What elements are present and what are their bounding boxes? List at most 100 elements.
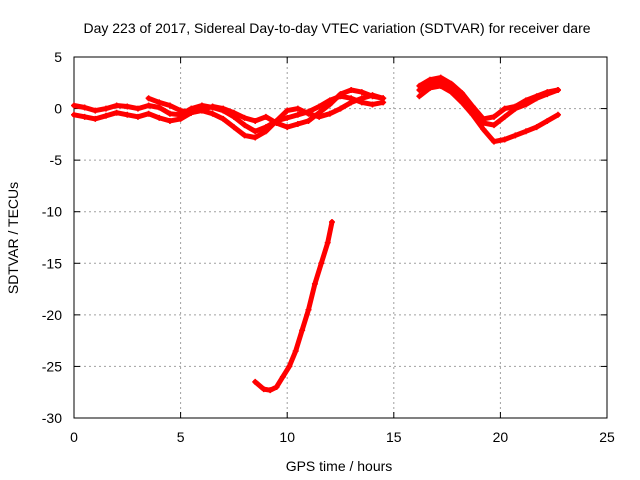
data-point [156, 114, 163, 121]
data-point [491, 138, 498, 145]
data-point [522, 128, 529, 135]
data-point [177, 107, 184, 114]
data-point [501, 113, 508, 120]
chart-title: Day 223 of 2017, Sidereal Day-to-day VTE… [83, 20, 590, 36]
axis-ticks: 0 5 10 15 20 25 5 0 -5 -10 -15 -20 -25 -30 [42, 49, 615, 445]
data-point [480, 126, 487, 133]
data-point [230, 124, 237, 131]
data-point [294, 111, 301, 118]
data-point [113, 102, 120, 109]
data-point [544, 117, 551, 124]
data-point [209, 110, 216, 117]
data-point [305, 117, 312, 124]
x-tick-label: 25 [599, 429, 615, 445]
data-point [501, 105, 508, 112]
data-point [273, 384, 280, 391]
data-point [316, 109, 323, 116]
data-point [286, 363, 293, 370]
data-point [209, 103, 216, 110]
data-point [337, 105, 344, 112]
data-point [311, 280, 318, 287]
y-axis-label: SDTVAR / TECUs [5, 182, 21, 294]
data-point [260, 386, 267, 393]
data-point [156, 104, 163, 111]
data-point [102, 112, 109, 119]
data-point [273, 120, 280, 127]
data-point [241, 114, 248, 121]
y-tick-label: -30 [42, 410, 62, 426]
data-point [324, 239, 331, 246]
data-point [81, 104, 88, 111]
data-point [252, 378, 259, 385]
data-point [380, 95, 387, 102]
data-point [279, 373, 286, 380]
data-point [71, 111, 77, 118]
data-point [522, 101, 529, 108]
data-point [81, 113, 88, 120]
data-point [480, 120, 487, 127]
data-point [533, 124, 540, 131]
data-point [134, 105, 141, 112]
data-point [177, 115, 184, 122]
data-point [469, 108, 476, 115]
plot-frame [73, 56, 608, 419]
data-point [459, 95, 466, 102]
x-tick-label: 5 [177, 429, 185, 445]
data-point [427, 80, 434, 87]
series-group [71, 74, 561, 394]
data-point [491, 122, 498, 129]
data-point [188, 109, 195, 116]
data-point [252, 134, 259, 141]
series-trace-e [416, 82, 561, 145]
data-point [92, 115, 99, 122]
data-point [299, 327, 306, 334]
data-point [198, 106, 205, 113]
data-point [145, 110, 152, 117]
data-point [348, 99, 355, 106]
data-point [145, 95, 152, 102]
data-point [292, 347, 299, 354]
data-point [267, 387, 274, 394]
data-point [71, 102, 77, 109]
y-tick-label: -10 [42, 204, 62, 220]
data-point [262, 113, 269, 120]
data-point [554, 87, 561, 94]
data-point [491, 113, 498, 120]
series-trace-c [145, 87, 387, 131]
data-point [416, 87, 423, 94]
series-trace-f [416, 78, 561, 129]
data-point [501, 136, 508, 143]
data-point [294, 105, 301, 112]
data-point [358, 89, 365, 96]
data-point [533, 95, 540, 102]
data-point [166, 110, 173, 117]
series-line [416, 79, 561, 128]
data-point [318, 260, 325, 267]
data-point [102, 105, 109, 112]
data-point [124, 103, 131, 110]
data-point [241, 122, 248, 129]
data-point [113, 109, 120, 116]
y-tick-label: -15 [42, 255, 62, 271]
series-trace-g [252, 219, 335, 394]
data-point [284, 107, 291, 114]
data-point [220, 115, 227, 122]
data-point [554, 111, 561, 118]
data-point [252, 117, 259, 124]
data-point [544, 91, 551, 98]
data-point [369, 101, 376, 108]
x-tick-label: 0 [70, 429, 78, 445]
data-point [512, 132, 519, 139]
data-point [294, 121, 301, 128]
data-point [241, 132, 248, 139]
data-point [437, 78, 444, 85]
data-point [305, 110, 312, 117]
x-axis-label: GPS time / hours [286, 458, 393, 474]
data-point [145, 102, 152, 109]
data-point [124, 111, 131, 118]
data-point [284, 114, 291, 121]
data-point [448, 84, 455, 91]
data-point [337, 91, 344, 98]
y-tick-label: -25 [42, 358, 62, 374]
data-point [316, 103, 323, 110]
